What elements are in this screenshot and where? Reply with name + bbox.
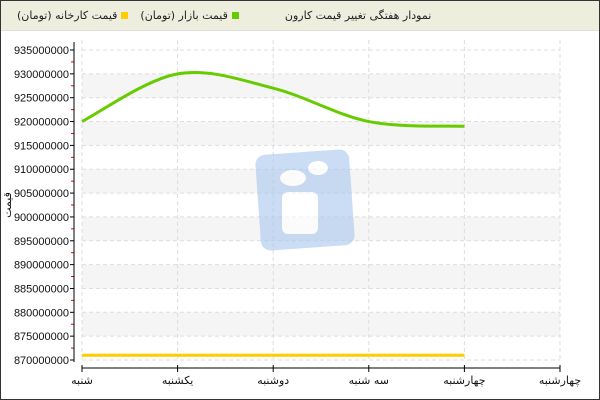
y-tick-label: 910000000 bbox=[14, 164, 69, 176]
legend-item-market-price[interactable]: قیمت بازار (تومان) bbox=[140, 9, 239, 22]
legend-label: قیمت بازار (تومان) bbox=[140, 9, 228, 22]
x-tick-label: سه شنبه bbox=[349, 374, 389, 387]
x-tick-label: چهارشنبه bbox=[443, 374, 485, 387]
y-tick-label: 890000000 bbox=[14, 260, 69, 272]
x-tick-label: چهارشنبه bbox=[539, 374, 581, 387]
y-tick-label: 875000000 bbox=[14, 331, 69, 343]
y-tick-label: 925000000 bbox=[14, 93, 69, 105]
y-tick-label: 895000000 bbox=[14, 236, 69, 248]
y-tick-label: 880000000 bbox=[14, 307, 69, 319]
grid-band bbox=[82, 73, 560, 98]
legend-item-factory-price[interactable]: قیمت کارخانه (تومان) bbox=[17, 9, 129, 22]
series-line-0 bbox=[81, 70, 465, 128]
watermark-logo bbox=[255, 149, 355, 251]
legend-label: قیمت کارخانه (تومان) bbox=[17, 9, 118, 22]
chart-header: قیمت کارخانه (تومان) قیمت بازار (تومان) … bbox=[1, 1, 599, 31]
legend-swatch bbox=[121, 12, 129, 19]
x-tick-label: دوشنبه bbox=[257, 374, 289, 387]
y-tick-label: 920000000 bbox=[14, 117, 69, 129]
y-tick-label: 930000000 bbox=[14, 69, 69, 81]
y-tick-label: 935000000 bbox=[14, 45, 69, 57]
y-tick-label: 885000000 bbox=[14, 283, 69, 295]
y-tick-label: 905000000 bbox=[14, 188, 69, 200]
legend-swatch bbox=[231, 12, 239, 19]
chart-title: نمودار هفتگی تغییر قیمت کارون bbox=[284, 9, 432, 22]
y-tick-label: 900000000 bbox=[14, 212, 69, 224]
grid-band bbox=[82, 312, 560, 337]
x-tick-label: شنبه bbox=[71, 374, 93, 387]
x-tick-label: یکشنبه bbox=[162, 374, 194, 387]
grid-band bbox=[82, 121, 560, 146]
y-axis-label: قیمت bbox=[1, 192, 14, 218]
y-tick-label: 870000000 bbox=[14, 355, 69, 367]
y-tick-label: 915000000 bbox=[14, 140, 69, 152]
grid-band bbox=[82, 264, 560, 289]
